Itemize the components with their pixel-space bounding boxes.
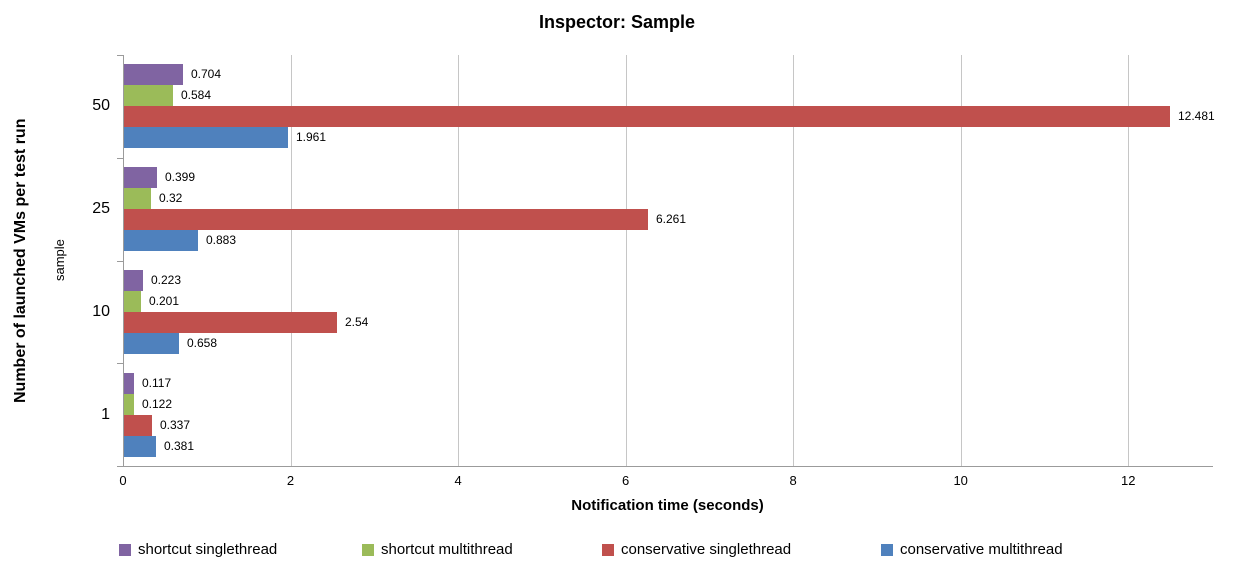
legend-item: conservative multithread (881, 541, 1063, 558)
bar (124, 230, 198, 251)
bar (124, 85, 173, 106)
category-label: 10 (92, 303, 110, 320)
gridline (625, 55, 627, 466)
gridline (458, 55, 460, 466)
legend-swatch (362, 544, 374, 556)
legend-item: shortcut singlethread (119, 541, 277, 558)
x-tick-label: 6 (621, 473, 630, 488)
category-label: 50 (92, 97, 110, 114)
legend-label: shortcut singlethread (138, 541, 278, 558)
x-tick-label: 10 (953, 473, 968, 488)
bar (124, 415, 152, 436)
category-tick (117, 363, 123, 364)
chart-title: Inspector: Sample (538, 12, 696, 32)
category-tick (117, 466, 123, 467)
category-label: 1 (101, 406, 110, 423)
x-tick-label: 8 (789, 473, 797, 488)
bar-value-label: 12.481 (1178, 109, 1215, 123)
bar (124, 394, 134, 415)
bar-value-label: 0.381 (164, 439, 195, 453)
bar (124, 436, 156, 457)
bar (124, 312, 337, 333)
legend-label: conservative singlethread (621, 541, 792, 558)
bar-value-label: 0.201 (149, 294, 180, 308)
y-axis-secondary-label: sample (52, 239, 67, 282)
bar-value-label: 0.399 (165, 170, 196, 184)
gridline (793, 55, 795, 466)
bar-value-label: 0.704 (191, 67, 222, 81)
bar-value-label: 0.117 (142, 376, 172, 390)
legend-item: conservative singlethread (602, 541, 791, 558)
y-axis-line (123, 55, 124, 466)
y-axis-title: Number of launched VMs per test run (12, 118, 29, 403)
bar (124, 167, 157, 188)
legend-label: shortcut multithread (381, 541, 513, 558)
bar-value-label: 0.658 (187, 336, 218, 350)
bar-value-label: 0.223 (151, 273, 182, 287)
gridline (290, 55, 292, 466)
bar-value-label: 0.584 (181, 88, 212, 102)
bar (124, 333, 179, 354)
legend-item: shortcut multithread (362, 541, 513, 558)
category-label: 25 (92, 200, 110, 217)
x-tick-label: 12 (1120, 473, 1136, 488)
legend-label: conservative multithread (900, 541, 1063, 558)
x-tick-label: 0 (119, 473, 127, 488)
bar (124, 188, 151, 209)
bar (124, 291, 141, 312)
bar (124, 106, 1170, 127)
bar (124, 127, 288, 148)
gridline (1128, 55, 1130, 466)
bar-value-label: 1.961 (296, 130, 327, 144)
x-tick-label: 2 (286, 473, 295, 488)
bar-value-label: 0.122 (142, 397, 173, 411)
x-tick-label: 4 (454, 473, 462, 488)
bar (124, 64, 183, 85)
category-tick (117, 55, 123, 56)
gridline (960, 55, 962, 466)
bar-value-label: 2.54 (345, 315, 369, 329)
plot-area: 0 2 4 6 8 10 12 50 0.704 0.584 12.481 1.961 25 0.399 0… (92, 55, 1215, 488)
bar (124, 209, 648, 230)
bar-value-label: 0.32 (159, 191, 183, 205)
bar-value-label: 0.337 (160, 418, 191, 432)
bar (124, 270, 143, 291)
bar-value-label: 0.883 (206, 233, 237, 247)
x-axis-title: Notification time (seconds) (571, 497, 764, 514)
legend-swatch (881, 544, 893, 556)
category-tick (117, 158, 123, 159)
bar-value-label: 6.261 (656, 212, 687, 226)
category-tick (117, 261, 123, 262)
legend-swatch (119, 544, 131, 556)
legend-swatch (602, 544, 614, 556)
x-axis-line (122, 466, 1213, 467)
bar (124, 373, 134, 394)
